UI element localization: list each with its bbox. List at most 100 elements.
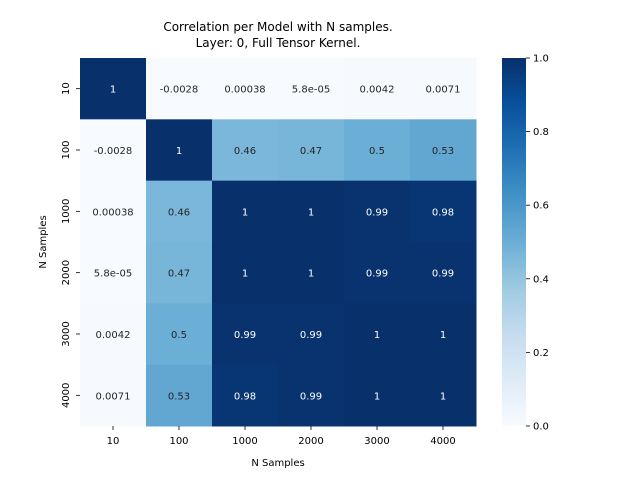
heatmap-cell <box>212 58 279 120</box>
heatmap-cell <box>410 180 477 243</box>
heatmap-cell <box>80 364 147 427</box>
heatmap-cell <box>146 364 213 427</box>
colorbar-tick-label: 1.0 <box>533 54 549 65</box>
heatmap-cell <box>278 180 345 243</box>
cell-annotation: 0.99 <box>234 330 256 341</box>
heatmap-cell <box>278 364 345 427</box>
cell-annotation: 0.98 <box>234 391 256 402</box>
y-tick-label: 10 <box>61 82 72 95</box>
heatmap-cell <box>410 364 477 427</box>
cell-annotation: 0.53 <box>432 146 454 157</box>
cell-annotation: 0.53 <box>168 391 190 402</box>
cell-annotation: 1 <box>374 391 380 402</box>
cell-annotation: 0.5 <box>171 330 187 341</box>
heatmap-cell <box>146 180 213 243</box>
heatmap-cell <box>278 58 345 120</box>
x-tick-label: 1000 <box>232 436 257 447</box>
cell-annotation: 0.00038 <box>224 85 265 96</box>
x-tick-label: 100 <box>169 436 188 447</box>
heatmap-cell <box>410 58 477 120</box>
cell-annotation: 1 <box>440 330 446 341</box>
heatmap-cell <box>278 241 345 304</box>
cell-annotation: 1 <box>110 85 116 96</box>
colorbar-tick-label: 0.6 <box>533 201 549 212</box>
y-tick-label: 100 <box>61 140 72 159</box>
cell-annotation: 0.99 <box>300 391 322 402</box>
heatmap-cell <box>80 241 147 304</box>
cell-annotation: 0.98 <box>432 207 454 218</box>
heatmap-cell <box>146 119 213 182</box>
x-axis-label: N Samples <box>251 458 304 469</box>
y-tick-label: 2000 <box>61 260 72 285</box>
cell-annotation: 0.5 <box>369 146 385 157</box>
x-axis-ticks: 10 100 1000 2000 3000 4000 <box>107 425 456 447</box>
heatmap-cell <box>344 241 411 304</box>
cell-annotation: 0.0042 <box>360 85 395 96</box>
y-axis-ticks: 10 100 1000 2000 3000 4000 <box>61 82 80 408</box>
cell-annotation: 1 <box>176 146 182 157</box>
heatmap-cell <box>410 241 477 304</box>
cell-annotation: 0.0071 <box>96 391 131 402</box>
colorbar-gradient <box>502 58 526 426</box>
heatmap-cells: 1 -0.0028 0.00038 5.8e-05 0.0042 0.0071 -0.002… <box>80 58 477 427</box>
cell-annotation: 0.47 <box>168 269 190 280</box>
heatmap-cell <box>212 180 279 243</box>
heatmap-cell <box>278 303 345 366</box>
cell-annotation: 1 <box>242 207 248 218</box>
x-tick-label: 3000 <box>364 436 389 447</box>
heatmap-cell <box>344 303 411 366</box>
colorbar-tick-label: 0.0 <box>533 421 549 432</box>
heatmap-cell <box>212 364 279 427</box>
heatmap-cell <box>344 180 411 243</box>
heatmap-cell <box>80 303 147 366</box>
heatmap-cell <box>80 180 147 243</box>
cell-annotation: 0.46 <box>168 207 190 218</box>
heatmap-cell <box>146 58 213 120</box>
cell-annotation: 1 <box>374 330 380 341</box>
x-tick-label: 10 <box>107 436 120 447</box>
cell-annotation: 0.0071 <box>426 85 461 96</box>
cell-annotation: 5.8e-05 <box>292 85 330 96</box>
heatmap-cell <box>410 303 477 366</box>
y-tick-label: 3000 <box>61 321 72 346</box>
cell-annotation: 0.00038 <box>92 207 133 218</box>
y-tick-label: 1000 <box>61 199 72 224</box>
y-axis-label: N Samples <box>38 215 49 268</box>
y-tick-label: 4000 <box>61 383 72 408</box>
heatmap-cell <box>212 119 279 182</box>
colorbar-tick-label: 0.4 <box>533 274 549 285</box>
chart-title-line: Correlation per Model with N samples. <box>163 20 392 34</box>
cell-annotation: 0.99 <box>432 269 454 280</box>
cell-annotation: 1 <box>440 391 446 402</box>
heatmap-cell <box>344 364 411 427</box>
cell-annotation: 1 <box>308 269 314 280</box>
cell-annotation: -0.0028 <box>94 146 133 157</box>
cell-annotation: 5.8e-05 <box>94 269 132 280</box>
colorbar-tick-label: 0.8 <box>533 127 549 138</box>
x-tick-label: 2000 <box>298 436 323 447</box>
heatmap-cell <box>410 119 477 182</box>
heatmap-cell <box>278 119 345 182</box>
cell-annotation: 0.99 <box>366 207 388 218</box>
heatmap-cell <box>146 303 213 366</box>
colorbar: 0.0 0.2 0.4 0.6 0.8 1.0 <box>502 54 549 432</box>
cell-annotation: 0.0042 <box>96 330 131 341</box>
x-tick-label: 4000 <box>430 436 455 447</box>
heatmap-cell <box>212 241 279 304</box>
cell-annotation: 0.99 <box>366 269 388 280</box>
colorbar-tick-label: 0.2 <box>533 348 549 359</box>
cell-annotation: 0.99 <box>300 330 322 341</box>
heatmap-cell <box>212 303 279 366</box>
cell-annotation: 1 <box>242 269 248 280</box>
chart-title: Correlation per Model with N samples. Lay… <box>163 20 392 50</box>
heatmap-cell <box>344 119 411 182</box>
chart-title-line: Layer: 0, Full Tensor Kernel. <box>196 36 361 50</box>
heatmap-cell <box>146 241 213 304</box>
heatmap-cell <box>344 58 411 120</box>
heatmap-cell <box>80 119 147 182</box>
cell-annotation: 0.47 <box>300 146 322 157</box>
cell-annotation: 1 <box>308 207 314 218</box>
cell-annotation: 0.46 <box>234 146 256 157</box>
heatmap-cell <box>80 58 147 120</box>
